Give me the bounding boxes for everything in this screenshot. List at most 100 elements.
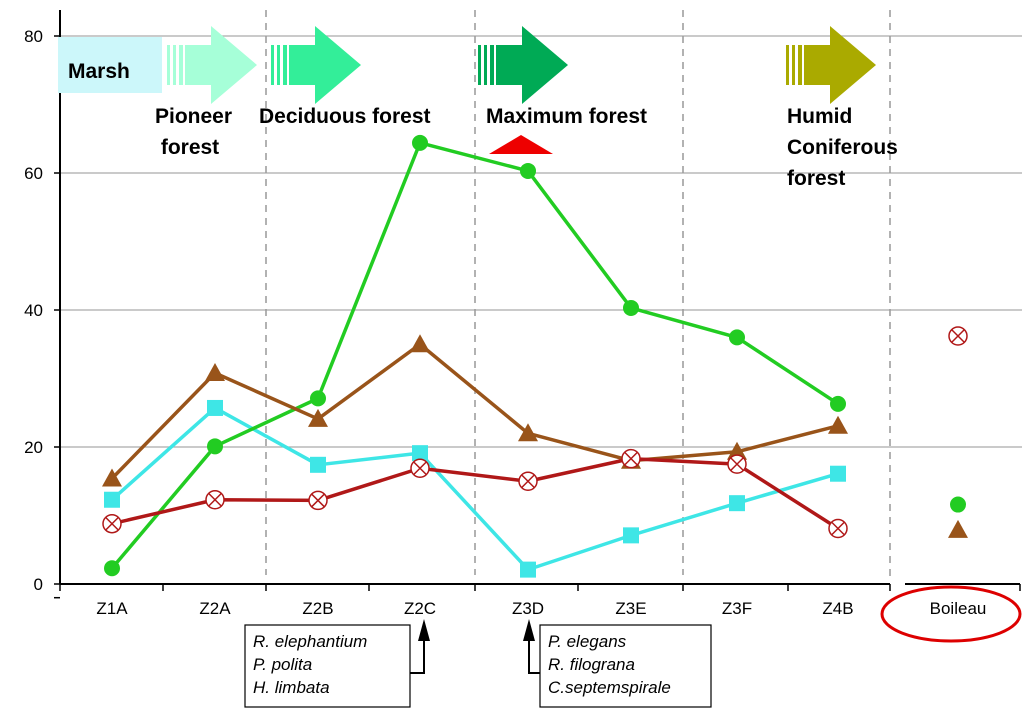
x-tick-label: Z2B — [302, 599, 333, 618]
point-square — [207, 399, 223, 416]
annotation-z3d: P. elegans R. filograna C.septemspirale — [523, 619, 712, 708]
point-circle-x — [621, 448, 641, 469]
annotation-arrow-head — [418, 619, 430, 641]
point-circle-x — [308, 490, 328, 511]
x-tick-label: Z2A — [199, 599, 231, 618]
marsh-box — [58, 37, 162, 93]
annotation-arrow-head — [523, 619, 535, 641]
point-cross — [624, 452, 638, 466]
annotation-arrow-line — [528, 635, 540, 674]
point-circle-x — [410, 458, 430, 478]
annotation-line: P. elegans — [548, 632, 627, 651]
arrow-head — [185, 26, 257, 104]
point-circle-x — [205, 489, 225, 510]
annotation-z2c: R. elephantium P. polita H. limbata — [244, 619, 430, 708]
annotation-arrow-line — [410, 635, 425, 674]
arrow-stripe — [786, 45, 789, 85]
arrow-stripe — [277, 45, 280, 85]
stage-label-line: Maximum forest — [486, 105, 647, 128]
boileau-highlight-ellipse — [880, 585, 1022, 643]
arrow-head — [804, 26, 876, 104]
stage-label-line: Deciduous forest — [259, 105, 431, 128]
point-circle-x — [727, 454, 747, 474]
point-circle-x — [102, 513, 122, 534]
point-square — [520, 561, 536, 578]
stage-label-marsh: Marsh — [68, 60, 130, 83]
arrow-stripe — [173, 45, 176, 85]
arrow-stripe — [179, 45, 183, 85]
point-triangle — [410, 334, 430, 353]
arrow-stripe — [478, 45, 481, 85]
peak-marker — [489, 135, 553, 154]
point-cross — [105, 517, 119, 531]
x-tick-label: Z4B — [822, 599, 853, 618]
point-square — [412, 445, 428, 462]
arrow-pioneer — [167, 26, 257, 104]
stage-label-line: forest — [787, 167, 845, 190]
point-circle-x — [518, 471, 538, 491]
annotation-line: C.septemspirale — [548, 678, 671, 697]
x-tick-label-boileau: Boileau — [930, 599, 987, 618]
point-triangle — [948, 519, 968, 538]
point-circle — [104, 560, 120, 577]
point-square — [310, 456, 326, 473]
arrow-humid — [786, 26, 876, 104]
stage-label-line: Pioneer — [155, 105, 232, 128]
annotation-line: R. filograna — [548, 655, 635, 674]
series-line — [110, 141, 839, 570]
stage-banner: Marsh Pioneer forest Deciduous forest Maxim… — [58, 26, 898, 190]
arrow-deciduous — [271, 26, 361, 104]
annotation-line: P. polita — [253, 655, 312, 674]
series-layer — [102, 134, 968, 578]
point-circle — [950, 496, 966, 513]
arrow-head — [289, 26, 361, 104]
point-triangle — [828, 415, 848, 434]
y-tick-label: 20 — [24, 438, 43, 457]
annotation-line: H. limbata — [253, 678, 330, 697]
annotations: R. elephantium P. polita H. limbata P. eleg… — [244, 619, 712, 708]
y-tick-label: 80 — [24, 27, 43, 46]
point-circle — [310, 390, 326, 407]
y-tick-label: 40 — [24, 301, 43, 320]
x-tick-label: Z2C — [404, 599, 436, 618]
arrow-stripe — [792, 45, 795, 85]
point-triangle — [205, 363, 225, 382]
arrow-stripe — [283, 45, 287, 85]
series-line — [111, 456, 839, 530]
y-tick-label: 0 — [34, 575, 43, 594]
series-line — [110, 342, 839, 480]
point-circle — [830, 395, 846, 412]
point-square — [729, 495, 745, 512]
annotation-box — [244, 624, 411, 708]
point-circle — [520, 162, 536, 179]
point-circle — [623, 299, 639, 316]
point-triangle — [518, 423, 538, 442]
point-triangle — [308, 408, 328, 427]
point-circle — [207, 438, 223, 455]
point-circle-x — [828, 518, 848, 539]
point-circle — [729, 329, 745, 346]
series-line — [110, 406, 839, 572]
point-cross — [730, 457, 744, 471]
arrow-maximum — [478, 26, 568, 104]
arrow-stripe — [167, 45, 170, 85]
y-tick-label: 60 — [24, 164, 43, 183]
point-cross — [413, 461, 427, 475]
annotation-box — [539, 624, 712, 708]
arrow-stripe — [798, 45, 802, 85]
point-square — [104, 491, 120, 508]
point-triangle — [727, 441, 747, 460]
stage-label-line: forest — [155, 136, 219, 159]
point-cross — [951, 329, 965, 343]
point-cross — [521, 474, 535, 488]
x-tick-label: Z1A — [96, 599, 128, 618]
zone-dividers — [265, 10, 891, 578]
point-triangle — [102, 468, 122, 487]
arrow-head — [496, 26, 568, 104]
point-square — [830, 465, 846, 482]
arrow-stripe — [271, 45, 274, 85]
stage-label-line: Humid — [787, 105, 852, 128]
point-square — [623, 527, 639, 544]
point-circle — [412, 134, 428, 151]
